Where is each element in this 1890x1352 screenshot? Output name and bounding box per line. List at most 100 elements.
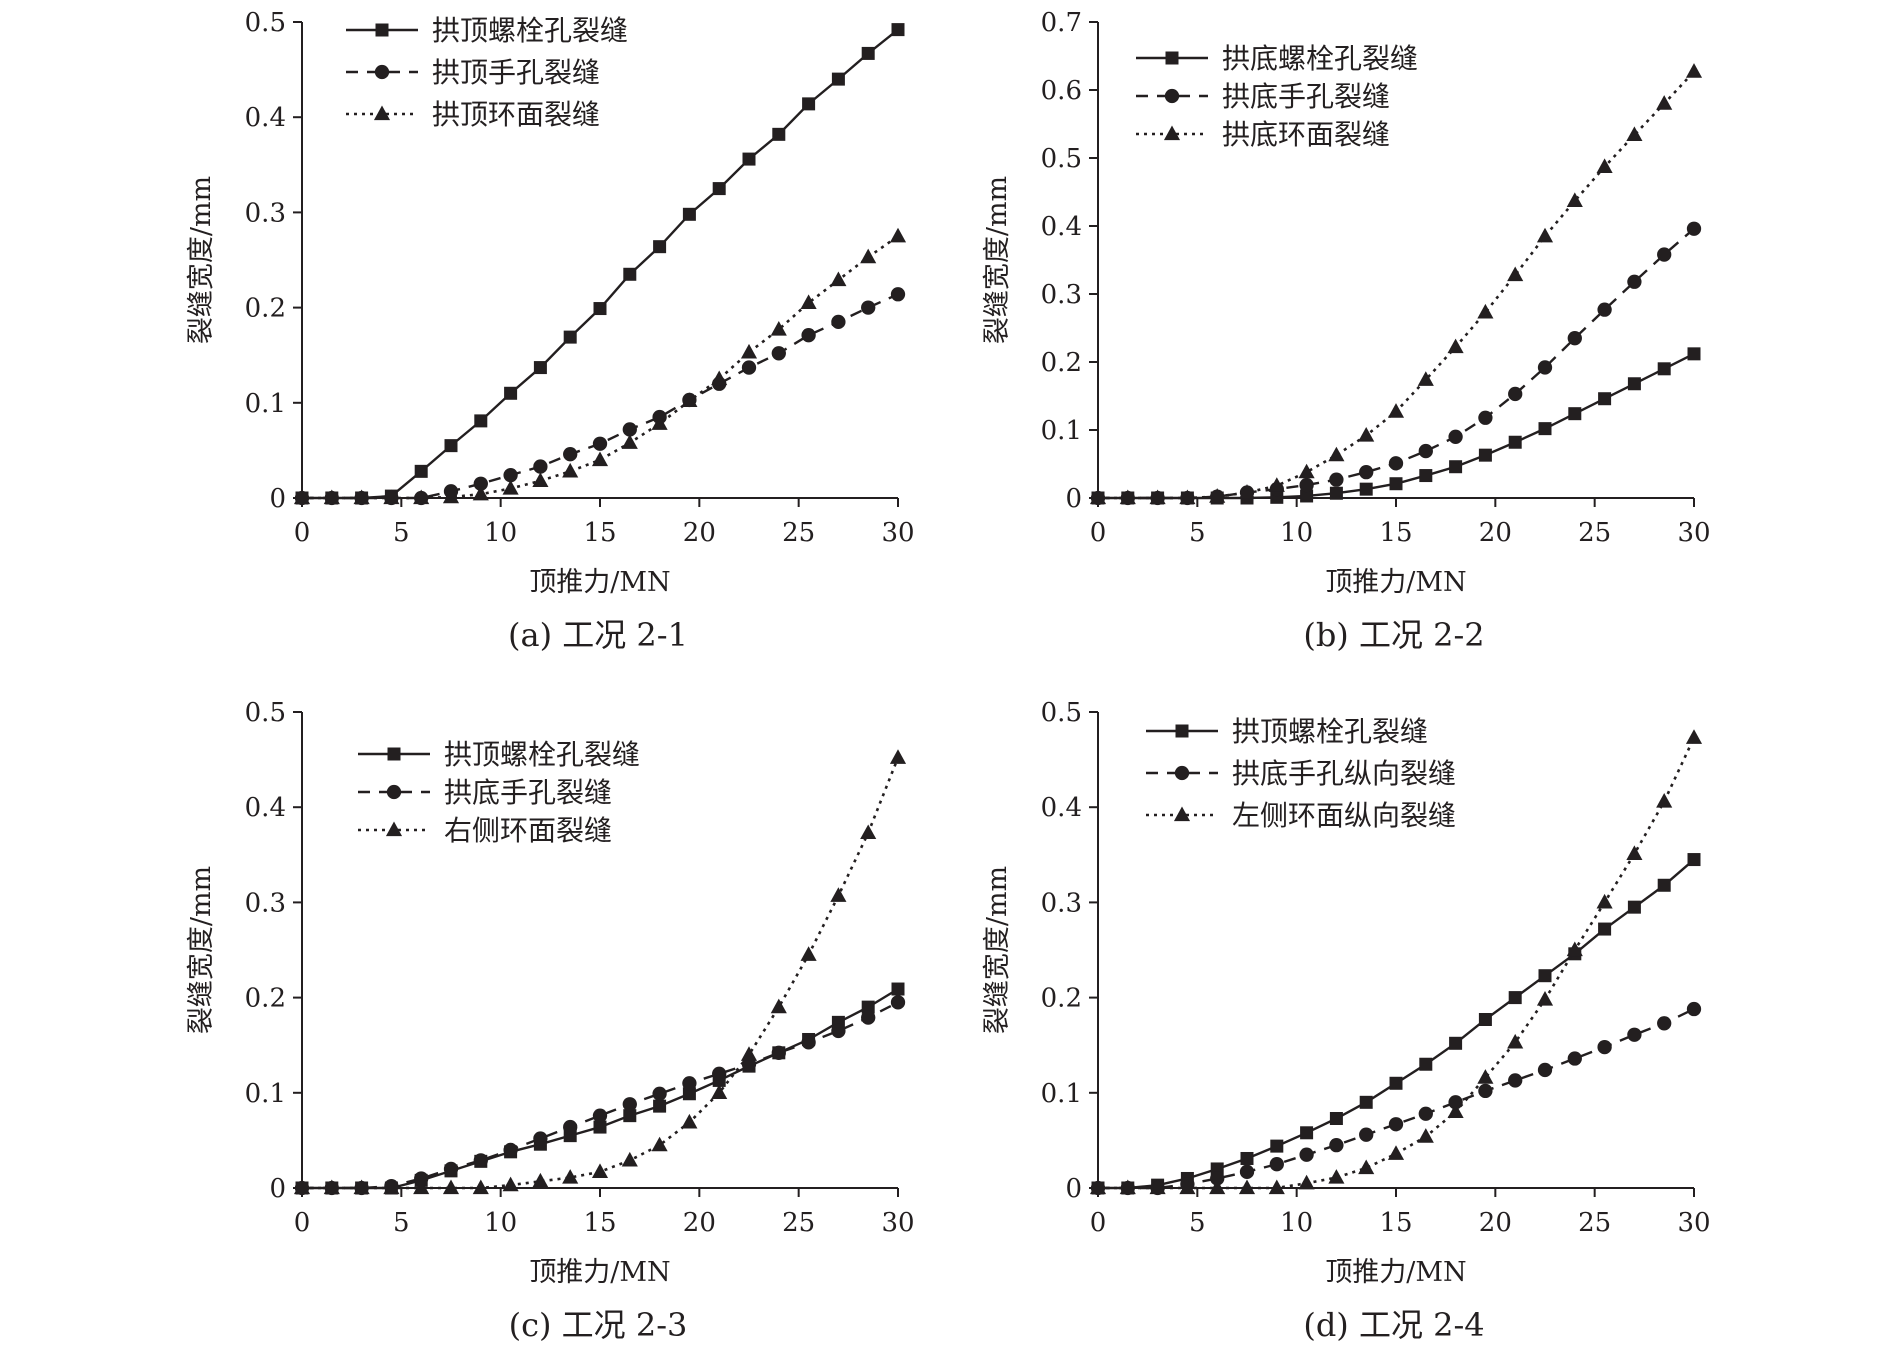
data-point <box>1089 1179 1107 1195</box>
data-point <box>741 360 757 375</box>
x-axis-title: 顶推力/MN <box>529 1257 670 1288</box>
data-point <box>1359 465 1374 480</box>
data-point <box>1687 853 1701 867</box>
legend-marker <box>1165 51 1179 65</box>
data-point <box>681 392 698 408</box>
y-tick-label: 0.1 <box>1041 416 1082 446</box>
data-point <box>1567 331 1582 346</box>
data-point <box>1626 126 1643 142</box>
data-point <box>622 422 637 437</box>
data-point <box>1449 1036 1463 1050</box>
data-point <box>1329 486 1343 500</box>
data-point <box>1477 1069 1494 1084</box>
y-tick-label: 0.4 <box>1041 212 1082 242</box>
data-point <box>1209 1179 1226 1195</box>
y-tick-label: 0.4 <box>245 103 286 133</box>
data-point <box>1329 1112 1343 1126</box>
series-2 <box>1090 1001 1702 1196</box>
legend-marker <box>375 23 389 37</box>
data-point <box>889 227 907 243</box>
x-tick-label: 15 <box>583 518 616 548</box>
data-point <box>443 1161 459 1177</box>
y-tick-label: 0.5 <box>1041 144 1082 174</box>
series-1 <box>1091 853 1701 1195</box>
data-point <box>1328 446 1345 462</box>
data-point <box>591 451 609 467</box>
x-tick-label: 5 <box>393 518 410 548</box>
legend-label: 右侧环面裂缝 <box>444 814 612 847</box>
x-tick-label: 10 <box>1280 1208 1313 1238</box>
data-point <box>651 415 668 430</box>
data-point <box>1656 793 1673 808</box>
y-tick-label: 0.5 <box>245 698 286 728</box>
data-point <box>1209 488 1226 503</box>
data-point <box>353 1179 370 1195</box>
data-point <box>1627 1027 1642 1042</box>
data-point <box>414 464 428 478</box>
y-tick-label: 0.4 <box>1041 793 1082 823</box>
data-point <box>771 346 786 361</box>
data-point <box>682 1076 697 1091</box>
data-point <box>1300 489 1314 503</box>
data-point <box>1417 371 1434 386</box>
data-point <box>503 468 518 483</box>
data-point <box>1119 489 1136 505</box>
data-point <box>1478 1083 1493 1099</box>
y-tick-label: 0 <box>1065 1174 1082 1204</box>
y-axis-title: 裂缝宽度/mm <box>186 866 217 1034</box>
data-point <box>1478 410 1493 425</box>
x-axis-title: 顶推力/MN <box>1325 1257 1466 1288</box>
data-point <box>1418 443 1433 459</box>
data-point <box>1298 1174 1315 1190</box>
data-point <box>1537 360 1553 375</box>
data-point <box>711 370 728 386</box>
x-tick-label: 5 <box>1189 1208 1206 1238</box>
data-point <box>1358 426 1375 442</box>
x-tick-label: 20 <box>683 1208 716 1238</box>
data-point <box>472 1179 489 1195</box>
data-point <box>1656 95 1673 110</box>
data-point <box>891 23 905 37</box>
x-tick-label: 5 <box>393 1208 410 1238</box>
data-point <box>1238 484 1256 499</box>
data-point <box>1179 489 1196 505</box>
legend-label: 拱顶螺栓孔裂缝 <box>432 14 628 47</box>
panel-caption: (c) 工况 2-3 <box>509 1306 688 1344</box>
data-point <box>1119 1179 1136 1195</box>
legend-label: 拱底环面裂缝 <box>1222 118 1390 151</box>
data-point <box>1566 941 1583 957</box>
data-point <box>801 1035 816 1050</box>
legend-label: 拱顶螺栓孔裂缝 <box>444 738 640 771</box>
data-point <box>1657 878 1671 892</box>
data-point <box>473 476 488 491</box>
panel-caption: (d) 工况 2-4 <box>1303 1306 1484 1344</box>
data-point <box>621 434 638 449</box>
data-point <box>1538 969 1552 983</box>
series-2 <box>294 995 906 1196</box>
data-point <box>712 1066 727 1081</box>
x-tick-label: 15 <box>1379 1208 1412 1238</box>
data-point <box>1238 1179 1256 1195</box>
x-tick-label: 10 <box>484 518 517 548</box>
data-point <box>1478 1012 1492 1026</box>
panel-a: 0 0.1 0.2 0.3 0.4 0.5 0 5 10 15 20 25 30 顶推力/MN 裂缝宽度/m… <box>186 8 915 654</box>
data-point <box>562 1169 579 1184</box>
data-point <box>532 1172 549 1188</box>
data-point <box>1686 221 1702 236</box>
series-line <box>1098 858 1695 1190</box>
panel-caption: (a) 工况 2-1 <box>508 616 688 654</box>
series-3 <box>293 227 907 505</box>
data-point <box>1508 435 1522 449</box>
data-point <box>323 489 340 505</box>
data-point <box>473 1153 488 1168</box>
data-point <box>861 1000 875 1014</box>
data-point <box>830 887 847 902</box>
data-point <box>890 995 906 1010</box>
data-point <box>1626 845 1643 860</box>
panel-b: 0 0.1 0.2 0.3 0.4 0.5 0.6 0.7 0 5 10 15 20 25 30 顶推力/MN… <box>982 8 1711 654</box>
data-point <box>1597 1039 1612 1055</box>
data-point <box>1389 1076 1403 1090</box>
data-point <box>293 489 311 505</box>
data-point <box>1300 1126 1314 1140</box>
data-point <box>504 386 518 400</box>
